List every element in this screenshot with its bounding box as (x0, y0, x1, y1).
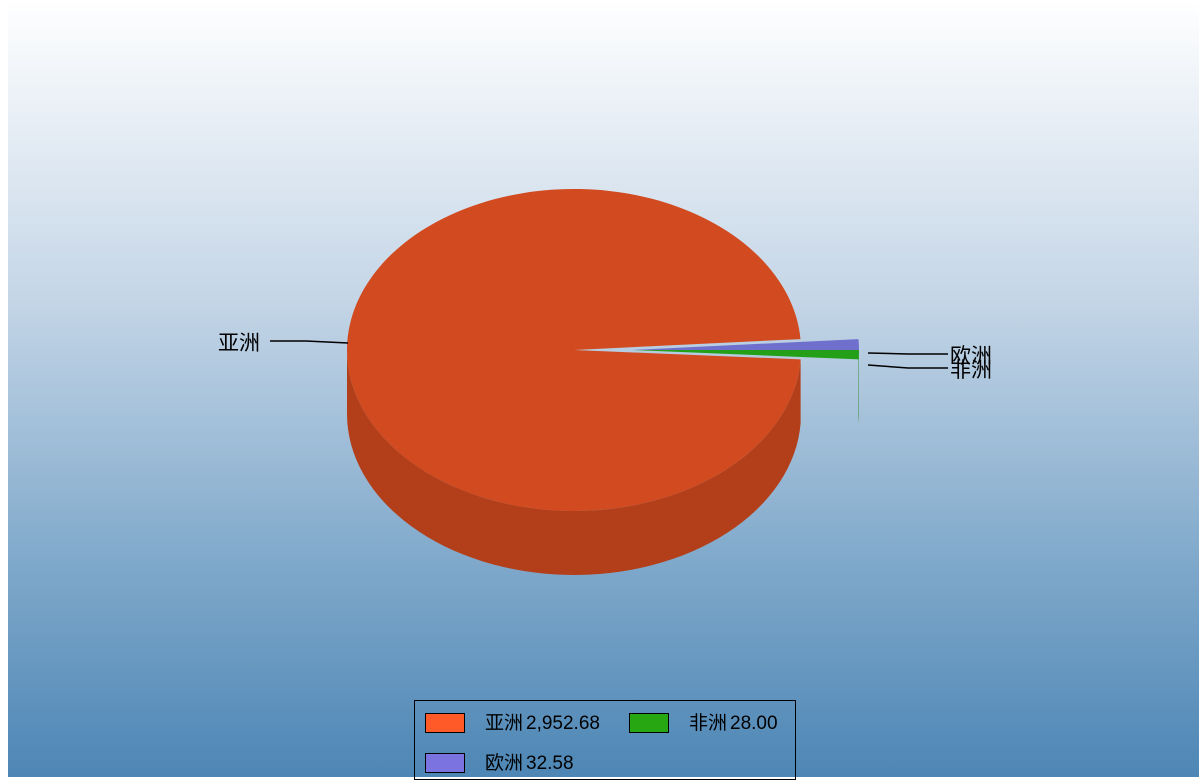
leader-line-africa (868, 365, 948, 368)
legend-value-africa: 28.00 (730, 713, 778, 734)
legend-value-europe: 32.58 (526, 753, 574, 774)
legend-label-africa: 非洲 (689, 712, 727, 734)
legend-swatch-asia (425, 713, 465, 733)
legend-swatch-europe (425, 753, 465, 773)
legend-label-asia: 亚洲 (485, 712, 523, 734)
legend-value-asia: 2,952.68 (526, 713, 600, 734)
slice-label-africa: 非洲 (950, 358, 992, 382)
legend-label-europe: 欧洲 (485, 752, 523, 774)
slice-label-asia: 亚洲 (218, 331, 260, 355)
leader-line-europe (868, 353, 948, 354)
leader-line-asia (270, 341, 348, 343)
legend-swatch-africa (629, 713, 669, 733)
